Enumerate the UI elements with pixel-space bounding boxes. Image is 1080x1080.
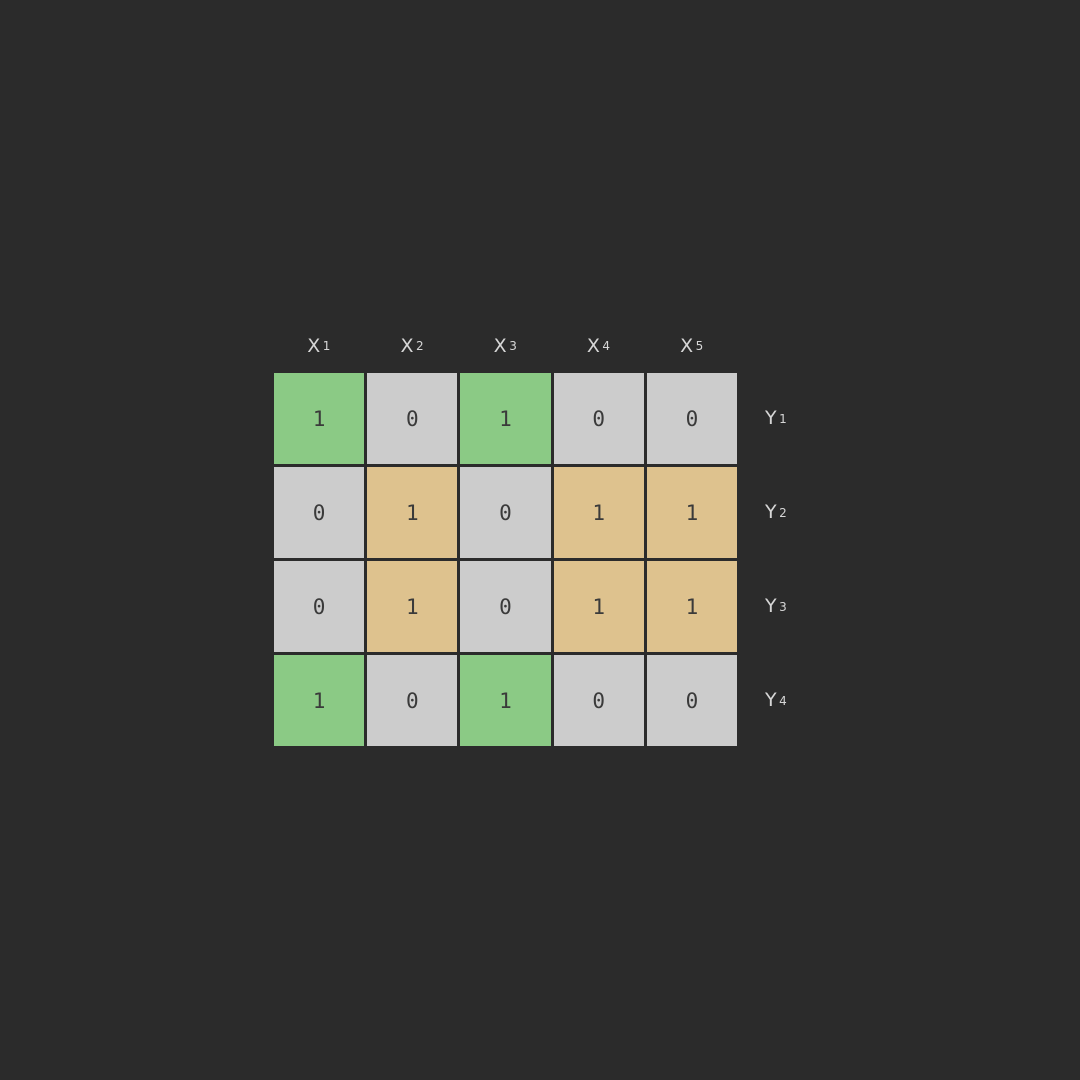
row-label-superscript: 4 [779, 693, 788, 708]
matrix-cell-r1-c1[interactable]: 1 [274, 373, 365, 464]
matrix-cell-r1-c4[interactable]: 0 [553, 373, 644, 464]
column-header-base: X [680, 334, 694, 357]
column-header-base: X [400, 334, 414, 357]
matrix-cell-r4-c5[interactable]: 0 [646, 655, 738, 746]
matrix-cell-r3-c1[interactable]: 0 [274, 561, 365, 652]
matrix-cell-r2-c5[interactable]: 1 [646, 467, 738, 558]
matrix-cell-r2-c2[interactable]: 1 [367, 467, 458, 558]
column-header-superscript: 3 [509, 339, 518, 353]
column-header-base: X [307, 334, 321, 357]
row-label-superscript: 1 [779, 411, 788, 426]
matrix-cell-r3-c5[interactable]: 1 [646, 561, 738, 652]
matrix-cell-r1-c3[interactable]: 1 [460, 373, 551, 464]
column-header-base: X [586, 334, 601, 357]
column-header-superscript: 5 [695, 339, 704, 353]
column-header-superscript: 2 [416, 339, 425, 353]
matrix-cell-r3-c2[interactable]: 1 [367, 561, 458, 652]
matrix-cell-r3-c4[interactable]: 1 [553, 561, 644, 652]
matrix-cell-r1-c5[interactable]: 0 [646, 373, 738, 464]
matrix-cell-r3-c3[interactable]: 0 [460, 561, 551, 652]
row-label-base: Y [765, 689, 778, 711]
matrix-cell-r2-c1[interactable]: 0 [274, 467, 365, 558]
row-label-base: Y [765, 501, 778, 523]
matrix-cell-r4-c2[interactable]: 0 [367, 655, 458, 746]
column-header-superscript: 1 [322, 339, 331, 353]
row-label-base: Y [765, 407, 778, 429]
matrix-cell-r4-c1[interactable]: 1 [274, 655, 365, 746]
row-label-superscript: 3 [779, 599, 788, 614]
row-label-superscript: 2 [779, 505, 788, 520]
matrix-cell-r1-c2[interactable]: 0 [367, 373, 458, 464]
matrix-cell-r2-c4[interactable]: 1 [553, 467, 644, 558]
row-label-base: Y [765, 595, 778, 617]
column-header-superscript: 4 [602, 339, 611, 353]
column-header-base: X [493, 334, 508, 357]
matrix-cell-r4-c3[interactable]: 1 [460, 655, 551, 746]
matrix-cell-r2-c3[interactable]: 0 [460, 467, 551, 558]
matrix-cell-r4-c4[interactable]: 0 [553, 655, 644, 746]
